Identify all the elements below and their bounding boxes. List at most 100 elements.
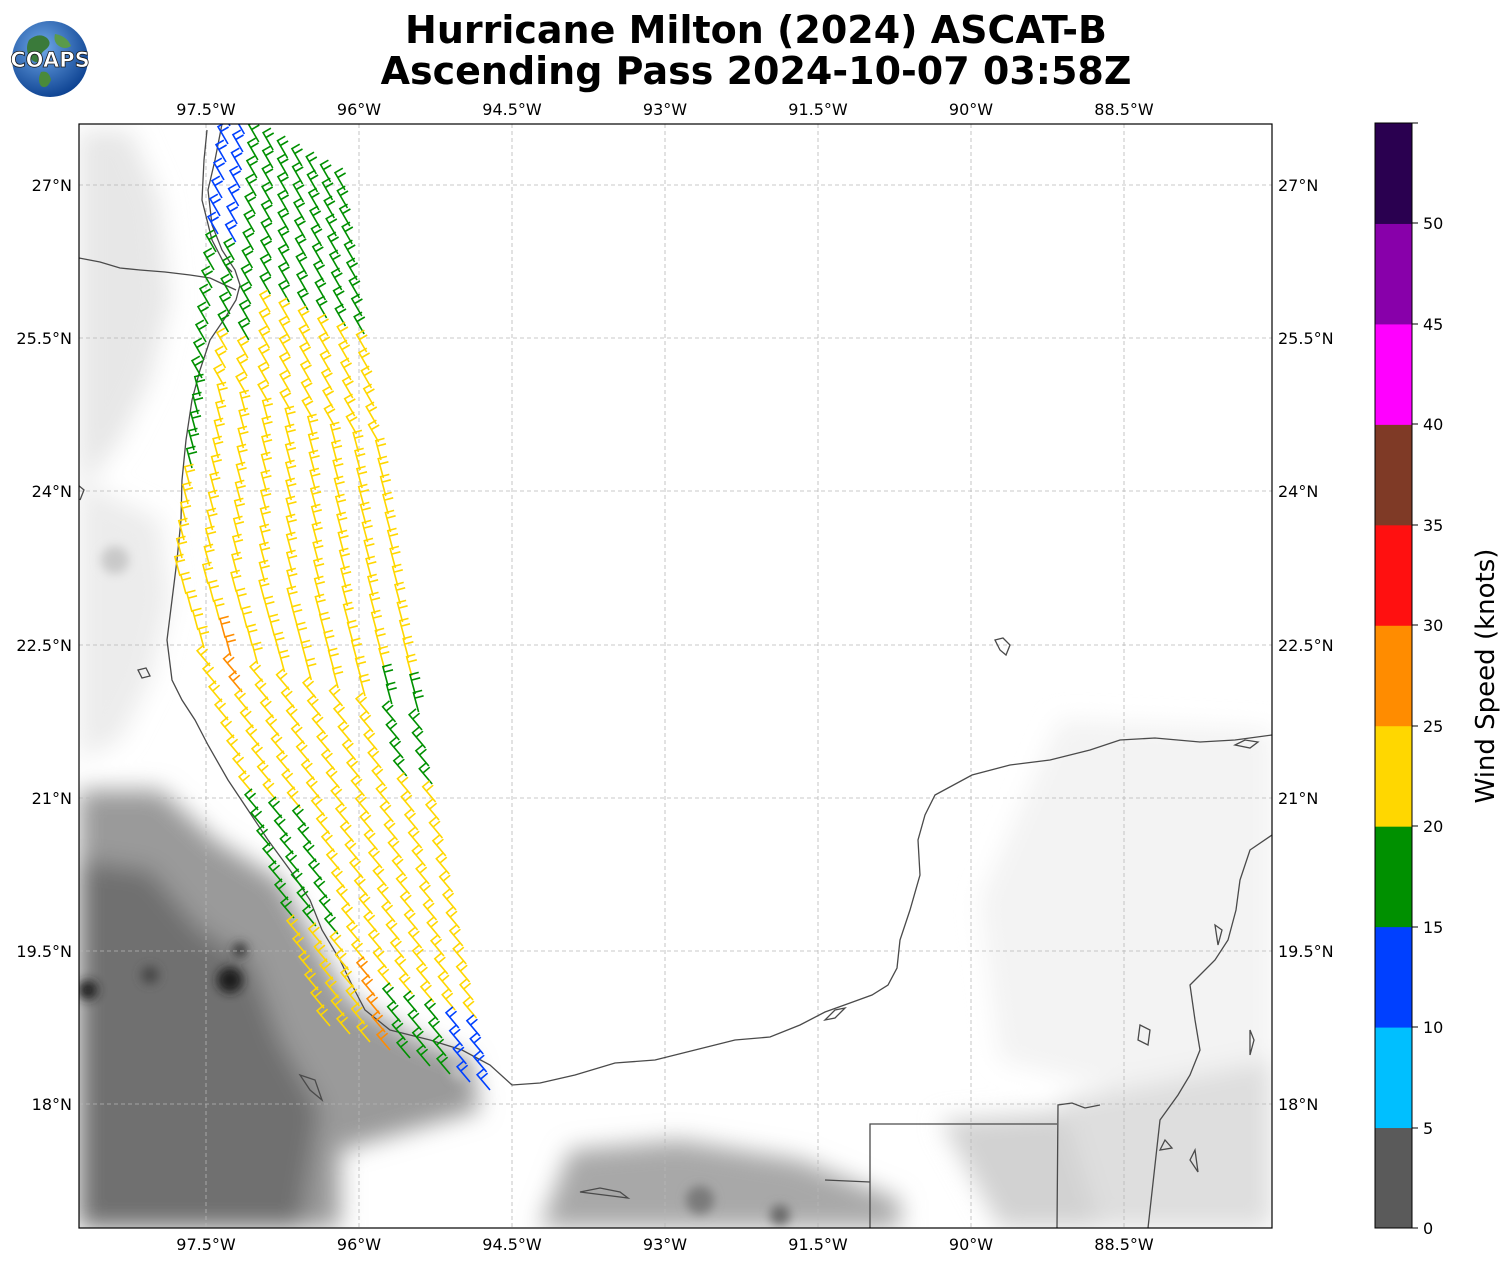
colorbar-ticks [1412, 122, 1418, 1229]
wind-barb [334, 948, 350, 971]
wind-barb [279, 832, 294, 855]
wind-barb [376, 882, 392, 905]
wind-barb [227, 183, 240, 207]
wind-barb [277, 261, 290, 285]
wind-barb [209, 471, 221, 495]
map-area[interactable] [78, 104, 1272, 1228]
wind-barb [396, 772, 412, 795]
wind-barb [415, 962, 431, 985]
wind-barb [290, 868, 306, 891]
wind-barb [284, 423, 296, 447]
wind-barb [367, 419, 380, 443]
wind-barb [243, 209, 256, 233]
wind-barb [207, 489, 220, 513]
wind-barb [359, 810, 374, 833]
wind-barb [340, 902, 356, 925]
lat-right-label: 24°N [1278, 482, 1318, 501]
wind-barb [307, 187, 320, 211]
wind-barb [334, 303, 347, 327]
wind-barb [328, 684, 344, 707]
wind-barb [309, 485, 322, 509]
wind-barb [311, 521, 323, 545]
wind-barb [431, 1034, 447, 1057]
wind-barb [325, 213, 338, 237]
wind-barb [258, 577, 270, 601]
wind-barb [419, 980, 435, 1003]
wind-barb [201, 561, 214, 585]
wind-barb [201, 662, 217, 685]
wind-barb [262, 127, 275, 151]
wind-barb [427, 1016, 443, 1039]
wind-barb [435, 1052, 451, 1075]
wind-barb [179, 499, 192, 523]
wind-barb [240, 605, 253, 629]
wind-barb [344, 838, 359, 861]
wind-barb [367, 573, 379, 597]
wind-barb [383, 818, 399, 841]
wind-barb [307, 922, 323, 945]
wind-barb [191, 607, 204, 631]
wind-barb [355, 956, 371, 979]
wind-barb [285, 549, 298, 573]
wind-barb [338, 547, 351, 571]
lat-right-label: 27°N [1278, 176, 1318, 195]
wind-barb [256, 760, 272, 783]
wind-barb [354, 447, 366, 471]
wind-barb [225, 734, 241, 757]
wind-barb [305, 657, 317, 681]
wind-barb [214, 345, 227, 369]
wind-barb [233, 497, 246, 521]
wind-barb [395, 1036, 411, 1059]
wind-barb [276, 171, 289, 195]
wind-barb [391, 854, 407, 877]
wind-barb [330, 439, 343, 463]
wind-barb [314, 277, 327, 301]
wind-barb [320, 748, 336, 771]
wind-barb [195, 644, 211, 667]
wind-barb [279, 896, 295, 919]
wind-barb [429, 934, 445, 957]
wind-barb [285, 531, 298, 555]
wind-barb [441, 988, 456, 1011]
axis-labels: 97.5°W 96°W 94.5°W 93°W 91.5°W 90°W 88.5… [16, 100, 1333, 1254]
wind-barb [324, 976, 340, 999]
wind-barb [215, 399, 227, 423]
wind-barb [215, 327, 228, 351]
wind-barb [210, 175, 223, 199]
wind-barb [295, 251, 308, 275]
wind-barb [187, 427, 200, 451]
wind-barb [374, 627, 386, 651]
wind-barb [222, 652, 238, 675]
wind-barb [355, 465, 368, 489]
wind-barb [407, 926, 423, 949]
wind-barb [204, 229, 217, 253]
wind-barb [384, 509, 396, 533]
colorbar-tick-label: 15 [1423, 918, 1443, 937]
wind-barb [312, 259, 325, 283]
wind-barb [303, 968, 319, 991]
wind-barb [337, 529, 349, 553]
wind-barb [207, 680, 223, 703]
lon-bottom-label: 88.5°W [1094, 1235, 1154, 1254]
wind-barb [448, 924, 464, 947]
wind-barbs [173, 124, 491, 1091]
wind-barb [263, 595, 275, 619]
wind-barb [402, 635, 414, 659]
colorbar: 0 5 10 15 20 25 30 35 40 45 50 Wind Spee… [1374, 122, 1501, 1238]
wind-barb [223, 237, 236, 261]
wind-barb [423, 998, 439, 1021]
lon-bottom-label: 97.5°W [176, 1235, 236, 1254]
colorbar-tick-label: 40 [1423, 415, 1443, 434]
wind-barb [210, 453, 223, 477]
wind-barb [387, 836, 403, 859]
wind-barb [236, 443, 248, 467]
wind-barb [245, 724, 260, 747]
wind-barb [173, 553, 186, 577]
wind-barb [311, 712, 327, 735]
wind-barb [385, 918, 401, 941]
lon-top-label: 97.5°W [176, 100, 236, 119]
wind-barb [355, 1020, 371, 1043]
wind-barb [428, 816, 444, 839]
wind-barb [335, 884, 351, 907]
wind-barb [261, 163, 274, 187]
